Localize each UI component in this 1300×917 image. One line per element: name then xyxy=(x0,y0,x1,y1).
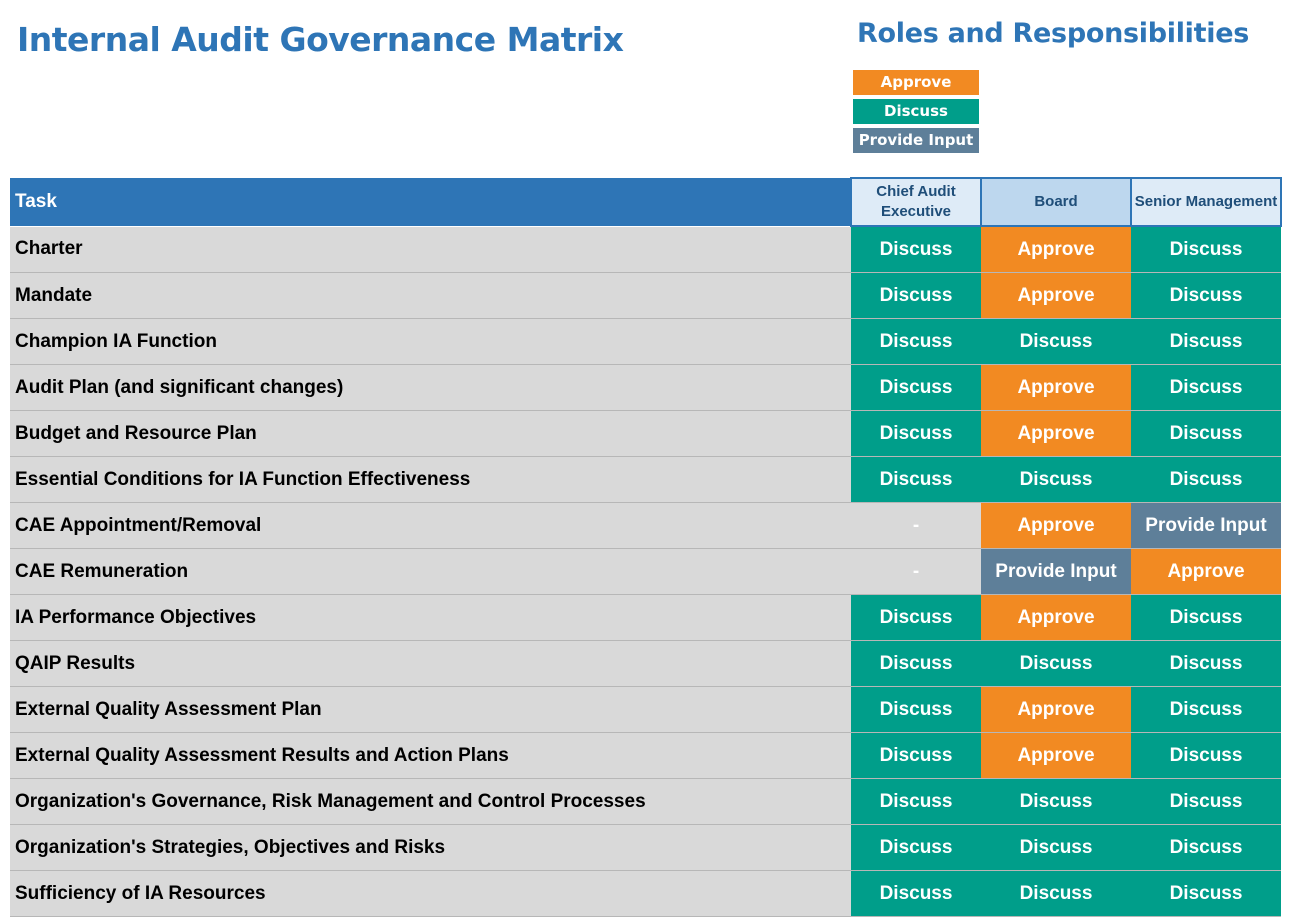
cell-board: Approve xyxy=(981,410,1131,457)
cell-board: Discuss xyxy=(981,824,1131,871)
table-row: Organization's Strategies, Objectives an… xyxy=(10,824,1281,871)
matrix-body: Charter Discuss Approve Discuss Mandate Discu… xyxy=(10,225,1281,917)
cell-board: Discuss xyxy=(981,870,1131,917)
cell-senior-management: Discuss xyxy=(1131,870,1281,917)
cell-chief-audit-executive: Discuss xyxy=(851,732,981,779)
cell-chief-audit-executive: Discuss xyxy=(851,824,981,871)
cell-chief-audit-executive: Discuss xyxy=(851,640,981,687)
task-cell: Organization's Governance, Risk Manageme… xyxy=(10,778,851,825)
cell-board: Discuss xyxy=(981,778,1131,825)
table-row: Charter Discuss Approve Discuss xyxy=(10,225,1281,273)
cell-senior-management: Discuss xyxy=(1131,318,1281,365)
task-cell: External Quality Assessment Results and … xyxy=(10,732,851,779)
table-row: Sufficiency of IA Resources Discuss Discus… xyxy=(10,870,1281,917)
header-chief-audit-executive: Chief Audit Executive xyxy=(850,177,982,227)
table-row: Audit Plan (and significant changes) Disc… xyxy=(10,364,1281,411)
cell-senior-management: Discuss xyxy=(1131,824,1281,871)
task-cell: Organization's Strategies, Objectives an… xyxy=(10,824,851,871)
table-row: Mandate Discuss Approve Discuss xyxy=(10,272,1281,319)
table-row: CAE Remuneration - Provide Input Approve xyxy=(10,548,1281,595)
cell-senior-management: Discuss xyxy=(1131,594,1281,641)
cell-chief-audit-executive: Discuss xyxy=(851,686,981,733)
cell-chief-audit-executive: Discuss xyxy=(851,364,981,411)
task-cell: Budget and Resource Plan xyxy=(10,410,851,457)
task-cell: Champion IA Function xyxy=(10,318,851,365)
task-cell: External Quality Assessment Plan xyxy=(10,686,851,733)
page-title: Internal Audit Governance Matrix xyxy=(17,20,624,59)
cell-senior-management: Discuss xyxy=(1131,456,1281,503)
task-cell: Sufficiency of IA Resources xyxy=(10,870,851,917)
cell-chief-audit-executive: Discuss xyxy=(851,318,981,365)
task-cell: Mandate xyxy=(10,272,851,319)
legend-discuss: Discuss xyxy=(853,99,979,124)
cell-chief-audit-executive: - xyxy=(851,502,981,549)
table-row: Budget and Resource Plan Discuss Approve Di… xyxy=(10,410,1281,457)
legend-title: Roles and Responsibilities xyxy=(857,18,1249,49)
task-cell: CAE Appointment/Removal xyxy=(10,502,851,549)
cell-senior-management: Discuss xyxy=(1131,778,1281,825)
cell-board: Provide Input xyxy=(981,548,1131,595)
table-row: External Quality Assessment Results and … xyxy=(10,732,1281,779)
task-cell: CAE Remuneration xyxy=(10,548,851,595)
cell-chief-audit-executive: Discuss xyxy=(851,778,981,825)
cell-board: Approve xyxy=(981,364,1131,411)
cell-board: Approve xyxy=(981,225,1131,273)
cell-senior-management: Discuss xyxy=(1131,732,1281,779)
task-cell: IA Performance Objectives xyxy=(10,594,851,641)
cell-chief-audit-executive: Discuss xyxy=(851,410,981,457)
cell-chief-audit-executive: Discuss xyxy=(851,272,981,319)
cell-chief-audit-executive: Discuss xyxy=(851,594,981,641)
cell-board: Approve xyxy=(981,594,1131,641)
cell-senior-management: Discuss xyxy=(1131,272,1281,319)
table-row: CAE Appointment/Removal - Approve Provide I… xyxy=(10,502,1281,549)
cell-board: Approve xyxy=(981,502,1131,549)
cell-chief-audit-executive: Discuss xyxy=(851,870,981,917)
table-row: QAIP Results Discuss Discuss Discuss xyxy=(10,640,1281,687)
cell-senior-management: Discuss xyxy=(1131,410,1281,457)
table-row: Champion IA Function Discuss Discuss Discus… xyxy=(10,318,1281,365)
cell-board: Approve xyxy=(981,272,1131,319)
header-task: Task xyxy=(10,178,851,226)
legend-provide-input: Provide Input xyxy=(853,128,979,153)
legend-approve: Approve xyxy=(853,70,979,95)
cell-senior-management: Discuss xyxy=(1131,364,1281,411)
header-row: Task Chief Audit Executive Board Senior … xyxy=(10,177,1282,227)
header-senior-management: Senior Management xyxy=(1130,177,1282,227)
cell-senior-management: Approve xyxy=(1131,548,1281,595)
cell-chief-audit-executive: Discuss xyxy=(851,456,981,503)
task-cell: Charter xyxy=(10,225,851,273)
cell-senior-management: Discuss xyxy=(1131,225,1281,273)
table-row: Organization's Governance, Risk Manageme… xyxy=(10,778,1281,825)
cell-board: Discuss xyxy=(981,456,1131,503)
table-row: IA Performance Objectives Discuss Approve D… xyxy=(10,594,1281,641)
cell-chief-audit-executive: - xyxy=(851,548,981,595)
cell-board: Discuss xyxy=(981,640,1131,687)
cell-board: Discuss xyxy=(981,318,1131,365)
cell-senior-management: Discuss xyxy=(1131,686,1281,733)
table-row: Essential Conditions for IA Function Eff… xyxy=(10,456,1281,503)
table-row: External Quality Assessment Plan Discuss A… xyxy=(10,686,1281,733)
task-cell: Essential Conditions for IA Function Eff… xyxy=(10,456,851,503)
governance-matrix: Task Chief Audit Executive Board Senior … xyxy=(10,177,1282,917)
legend: Approve Discuss Provide Input xyxy=(853,70,979,157)
task-cell: QAIP Results xyxy=(10,640,851,687)
cell-senior-management: Discuss xyxy=(1131,640,1281,687)
cell-board: Approve xyxy=(981,732,1131,779)
cell-chief-audit-executive: Discuss xyxy=(851,225,981,273)
cell-senior-management: Provide Input xyxy=(1131,502,1281,549)
header-board: Board xyxy=(980,177,1132,227)
task-cell: Audit Plan (and significant changes) xyxy=(10,364,851,411)
cell-board: Approve xyxy=(981,686,1131,733)
